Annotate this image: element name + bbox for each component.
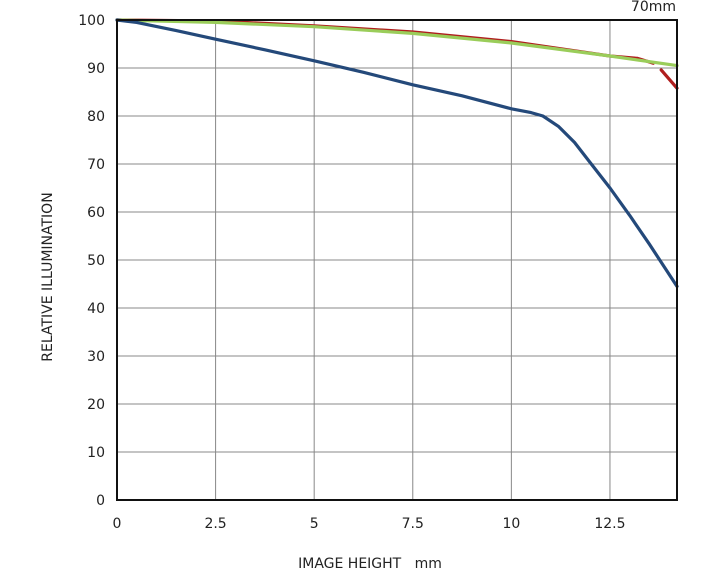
series-line-blue (115, 18, 679, 288)
x-tick-label: 7.5 (402, 516, 424, 532)
y-tick-label: 50 (87, 253, 105, 269)
y-tick-label: 100 (78, 13, 105, 29)
plot-frame (116, 19, 678, 501)
x-tick-label: 12.5 (594, 516, 625, 532)
y-axis-label: RELATIVE ILLUMINATION (40, 192, 56, 361)
x-axis-label: IMAGE HEIGHT mm (298, 556, 442, 570)
x-tick-label: 5 (310, 516, 319, 532)
y-tick-label: 90 (87, 61, 105, 77)
series-line-red (115, 18, 655, 65)
series-line-red-tail (659, 68, 679, 90)
x-tick-label: 0 (113, 516, 122, 532)
y-tick-label: 0 (96, 493, 105, 509)
y-tick-label: 70 (87, 157, 105, 173)
y-tick-label: 80 (87, 109, 105, 125)
y-tick-label: 20 (87, 397, 105, 413)
y-tick-label: 30 (87, 349, 105, 365)
x-tick-label: 2.5 (204, 516, 226, 532)
y-tick-label: 10 (87, 445, 105, 461)
series-line-green (115, 18, 679, 68)
y-tick-label: 40 (87, 301, 105, 317)
x-tick-label: 10 (502, 516, 520, 532)
y-tick-label: 60 (87, 205, 105, 221)
chart-title: 70mm (631, 0, 676, 15)
